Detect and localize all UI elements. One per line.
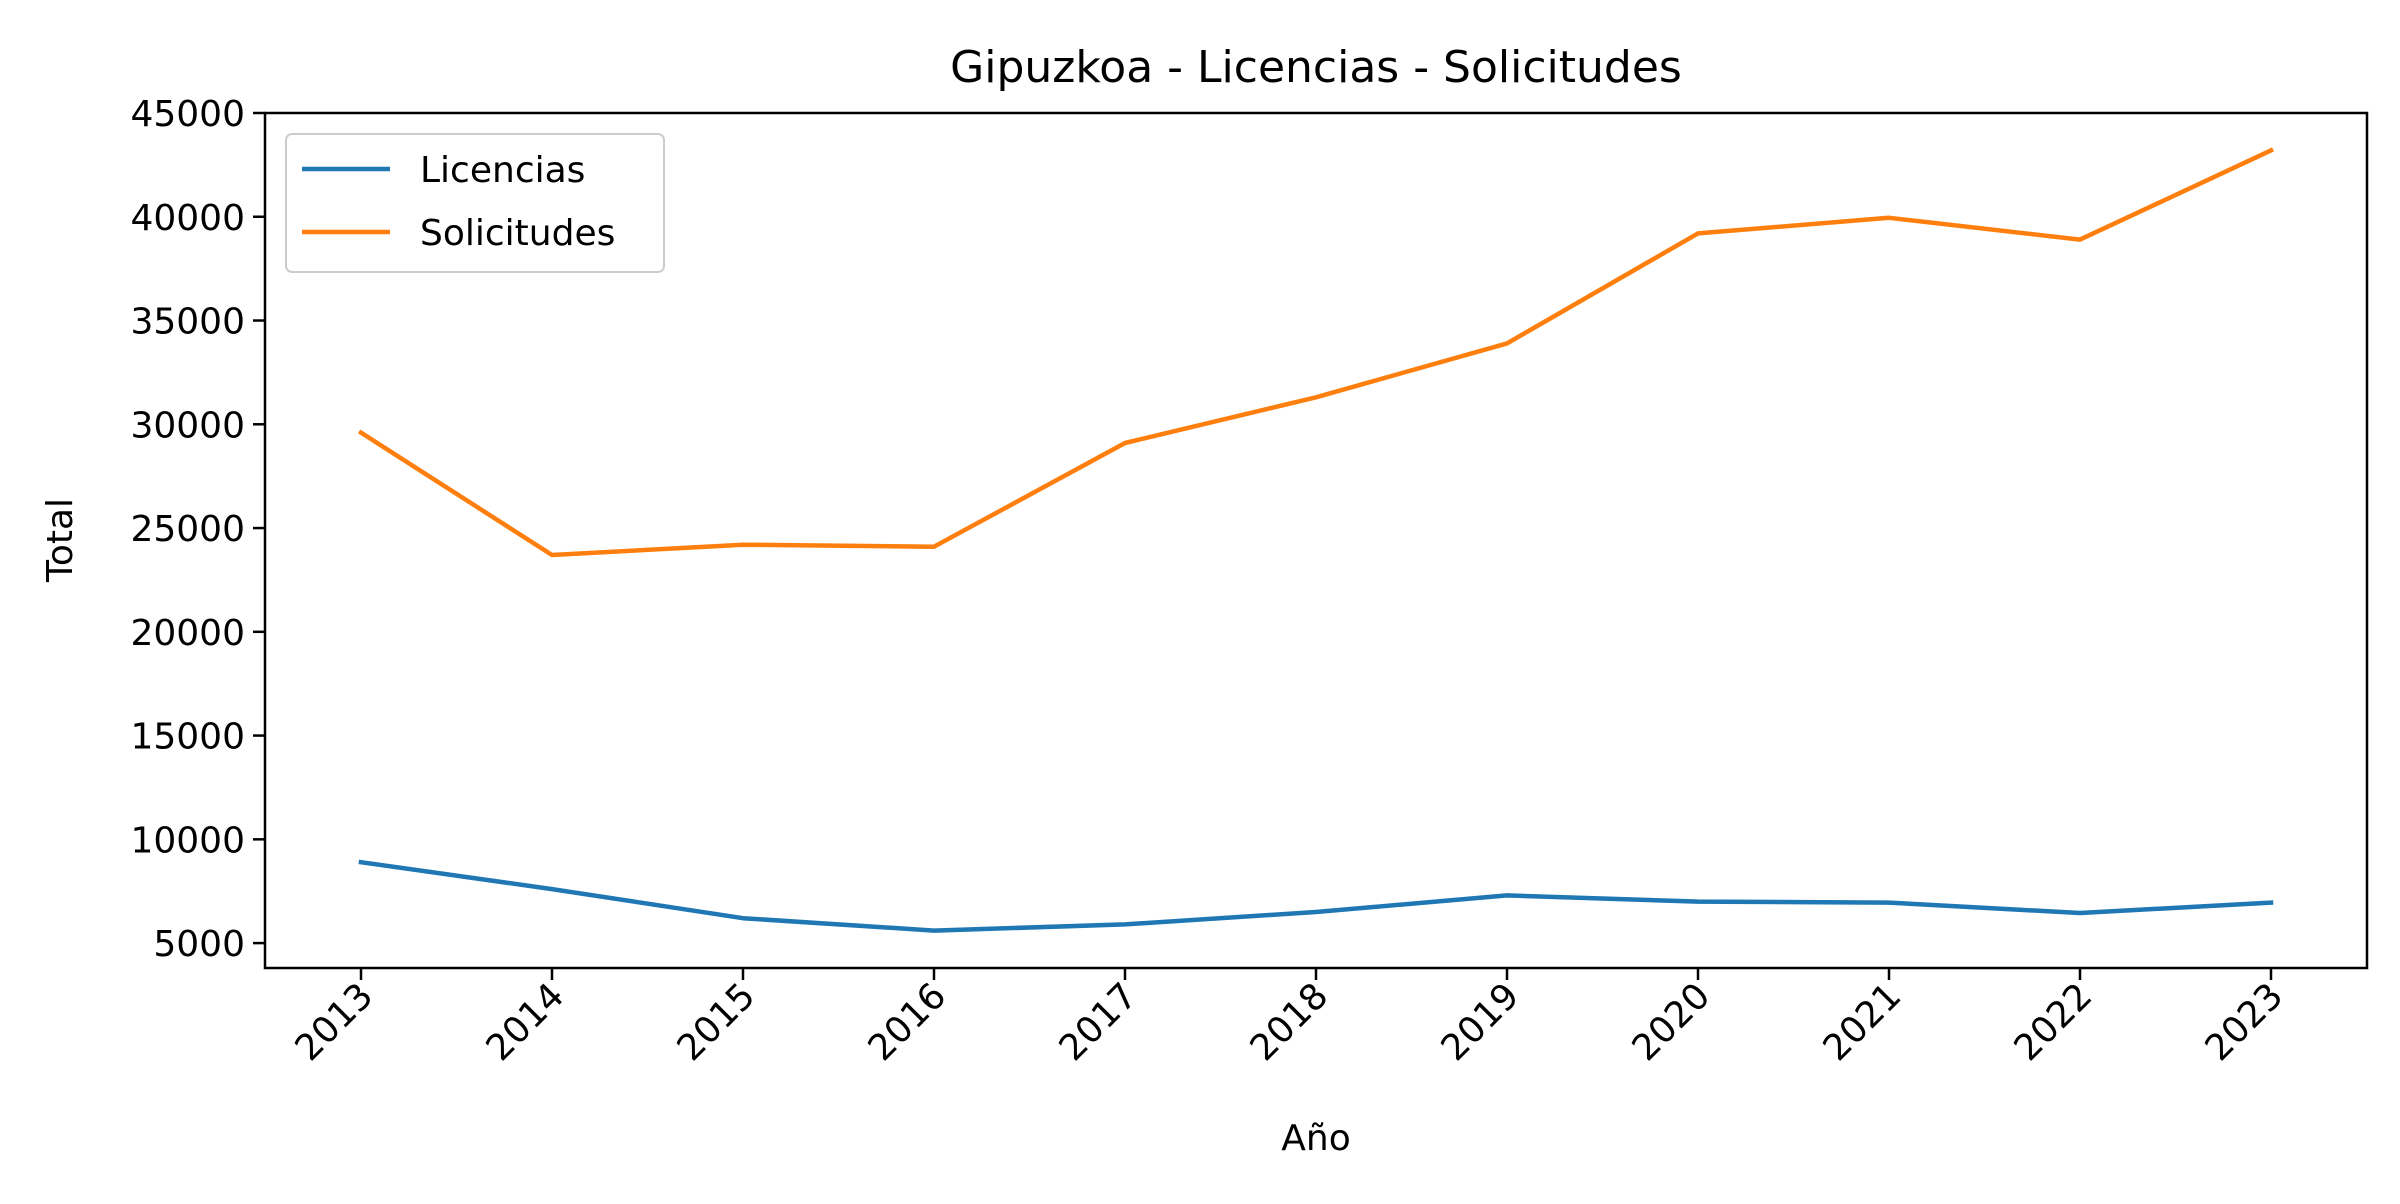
x-axis-label: Año (1281, 1118, 1350, 1159)
x-tick-label: 2016 (861, 975, 955, 1069)
chart-title: Gipuzkoa - Licencias - Solicitudes (950, 42, 1682, 93)
x-tick-label: 2017 (1052, 975, 1146, 1069)
x-tick-label: 2022 (2007, 975, 2101, 1069)
y-tick-label: 20000 (130, 613, 245, 654)
x-tick-label: 2021 (1816, 975, 1910, 1069)
legend-label-solicitudes: Solicitudes (420, 213, 615, 254)
x-tick-label: 2020 (1625, 975, 1719, 1069)
y-tick-label: 15000 (130, 717, 245, 758)
series-line-licencias (358, 859, 2274, 933)
x-tick-label: 2013 (288, 975, 382, 1069)
y-tick-label: 35000 (130, 302, 245, 343)
y-axis-label: Total (40, 498, 81, 583)
legend-label-licencias: Licencias (420, 150, 585, 191)
plot-frame (263, 111, 2369, 970)
series-lines (357, 147, 2274, 933)
y-tick-label: 40000 (130, 198, 245, 239)
x-tick-label: 2015 (670, 975, 764, 1069)
y-tick-label: 30000 (130, 405, 245, 446)
x-tick-label: 2014 (479, 975, 573, 1069)
x-tick-label: 2018 (1243, 975, 1337, 1069)
y-tick-label: 5000 (153, 924, 245, 965)
legend: Licencias Solicitudes (285, 133, 665, 273)
series-line-solicitudes (357, 147, 2274, 558)
x-axis: 2013 2014 2015 2016 2017 2018 2019 2020 2021 2022… (288, 968, 2292, 1069)
x-tick-label: 2023 (2198, 975, 2292, 1069)
x-tick-label: 2019 (1434, 975, 1528, 1069)
y-tick-label: 45000 (130, 94, 245, 135)
y-axis: 5000 10000 15000 20000 25000 30000 35000 40000 4… (130, 94, 265, 965)
y-tick-label: 25000 (130, 509, 245, 550)
y-tick-label: 10000 (130, 820, 245, 861)
